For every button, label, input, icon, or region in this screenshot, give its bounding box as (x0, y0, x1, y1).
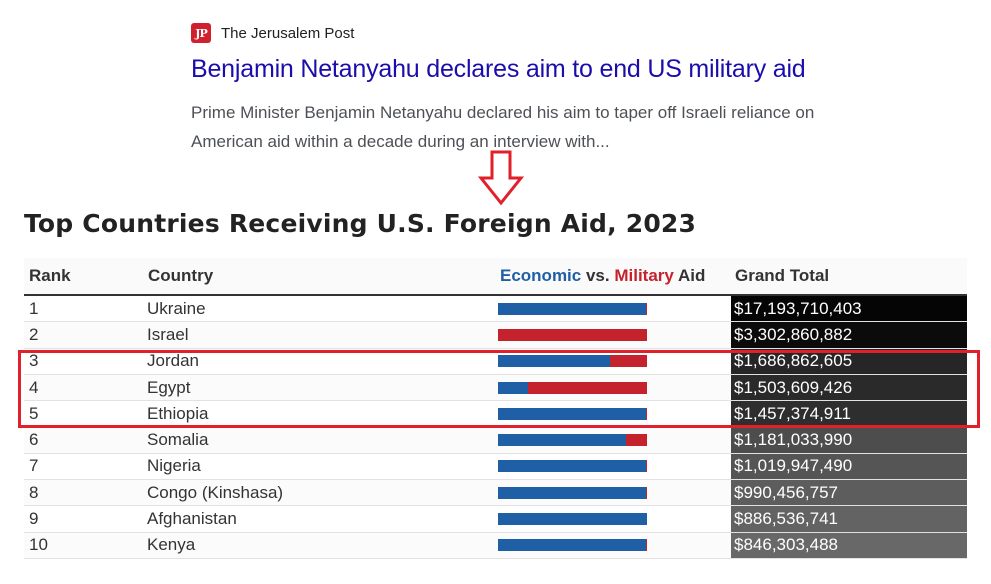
grand-total-cell: $3,302,860,882 (731, 322, 967, 348)
table-row: 1 Ukraine $17,193,710,403 (24, 296, 967, 323)
aid-split-bar (498, 401, 647, 426)
country-cell: Kenya (147, 535, 196, 555)
economic-segment (498, 486, 646, 499)
header-aid: Aid (673, 266, 706, 285)
aid-split-bar (498, 506, 647, 531)
table-header: Rank Country Economic vs. Military Aid G… (24, 258, 967, 296)
country-cell: Congo (Kinshasa) (147, 482, 284, 502)
country-cell: Israel (147, 324, 189, 344)
military-segment (645, 539, 647, 552)
aid-table: Rank Country Economic vs. Military Aid G… (24, 258, 967, 559)
aid-split-bar (498, 375, 647, 400)
aid-split-bar (498, 322, 647, 347)
source-name: The Jerusalem Post (221, 24, 355, 42)
grand-total-cell: $1,503,609,426 (731, 374, 967, 401)
economic-segment (498, 434, 627, 447)
aid-split-bar (498, 454, 647, 479)
military-segment (498, 328, 647, 341)
grand-total-cell: $1,457,374,911 (731, 401, 967, 427)
news-snippet: Prime Minister Benjamin Netanyahu declar… (191, 103, 815, 151)
economic-segment (498, 302, 646, 315)
military-segment (626, 434, 647, 447)
military-segment (527, 381, 647, 394)
country-cell: Somalia (147, 430, 209, 450)
jerusalem-post-logo-icon: JP (191, 23, 211, 43)
grand-total-cell: $1,019,947,490 (731, 453, 967, 480)
rank-cell: 6 (29, 430, 39, 450)
economic-segment (498, 460, 646, 473)
economic-segment (498, 539, 646, 552)
down-arrow-icon (478, 150, 524, 206)
aid-split-bar (498, 427, 647, 452)
grand-total-cell: $886,536,741 (731, 506, 967, 532)
aid-split-bar (498, 480, 647, 505)
grand-total-cell: $17,193,710,403 (731, 296, 967, 322)
country-cell: Ukraine (147, 298, 206, 318)
economic-segment (498, 381, 528, 394)
header-grand-total: Grand Total (735, 266, 830, 285)
grand-total-cell: $990,456,757 (731, 480, 967, 506)
country-cell: Afghanistan (147, 509, 237, 529)
table-row: 8 Congo (Kinshasa) $990,456,757 (24, 480, 967, 507)
grand-total-cell: $1,181,033,990 (731, 427, 967, 453)
country-cell: Nigeria (147, 456, 201, 476)
header-country: Country (148, 266, 214, 285)
news-source[interactable]: JP The Jerusalem Post (191, 22, 871, 44)
economic-segment (498, 355, 610, 368)
military-segment (645, 486, 647, 499)
news-result: JP The Jerusalem Post Benjamin Netanyahu… (191, 22, 871, 151)
country-cell: Jordan (147, 351, 199, 371)
country-cell: Ethiopia (147, 403, 209, 423)
military-segment (645, 407, 647, 420)
table-row: 7 Nigeria $1,019,947,490 (24, 453, 967, 481)
military-segment (645, 460, 647, 473)
military-segment (645, 302, 647, 315)
table-row: 6 Somalia $1,181,033,990 (24, 427, 967, 454)
highlight-box (18, 350, 980, 428)
news-headline-link[interactable]: Benjamin Netanyahu declares aim to end U… (191, 55, 806, 83)
rank-cell: 4 (29, 377, 39, 397)
table-row: 3 Jordan $1,686,862,605 (24, 348, 967, 375)
rank-cell: 5 (29, 403, 39, 423)
header-economic: Economic (500, 266, 582, 285)
rank-cell: 2 (29, 324, 39, 344)
table-row: 9 Afghanistan $886,536,741 (24, 506, 967, 533)
economic-segment (498, 513, 647, 526)
table-title: Top Countries Receiving U.S. Foreign Aid… (24, 209, 697, 238)
aid-split-bar (498, 296, 647, 321)
country-cell: Egypt (147, 377, 191, 397)
aid-split-bar (498, 349, 647, 374)
table-body: 1 Ukraine $17,193,710,403 2 Israel $3,302,860… (24, 296, 967, 559)
rank-cell: 9 (29, 509, 39, 529)
rank-cell: 7 (29, 456, 39, 476)
rank-cell: 8 (29, 482, 39, 502)
grand-total-cell: $846,303,488 (731, 532, 967, 558)
header-vs: vs. (581, 266, 615, 285)
table-row: 2 Israel $3,302,860,882 (24, 322, 967, 349)
rank-cell: 3 (29, 351, 39, 371)
header-aid-type: Economic vs. Military Aid (500, 266, 705, 286)
military-segment (609, 355, 647, 368)
header-rank: Rank (29, 266, 71, 285)
economic-segment (498, 407, 646, 420)
header-military: Military (614, 266, 674, 285)
rank-cell: 1 (29, 298, 39, 318)
table-row: 4 Egypt $1,503,609,426 (24, 374, 967, 402)
table-row: 10 Kenya $846,303,488 (24, 532, 967, 559)
aid-split-bar (498, 533, 647, 558)
rank-cell: 10 (29, 535, 48, 555)
